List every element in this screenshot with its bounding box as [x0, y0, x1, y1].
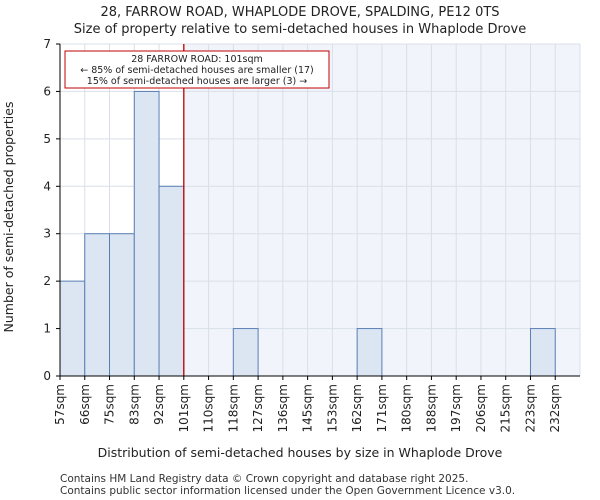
x-tick-label-232sqm: 232sqm [548, 384, 562, 432]
y-tick-label-5: 5 [43, 132, 51, 146]
y-tick-label-3: 3 [43, 227, 51, 241]
annotation-line-2: ← 85% of semi-detached houses are smalle… [80, 65, 314, 76]
bar-162sqm [356, 328, 383, 377]
annotation-line-1: 28 FARROW ROAD: 101sqm [131, 54, 263, 65]
bar-118sqm [232, 328, 259, 377]
x-tick-label-118sqm: 118sqm [226, 384, 240, 432]
y-tick-label-2: 2 [43, 274, 51, 288]
bar-92sqm [158, 185, 185, 377]
x-tick-label-215sqm: 215sqm [499, 384, 513, 432]
y-tick-label-7: 7 [43, 37, 51, 51]
chart-subtitle: Size of property relative to semi-detach… [74, 22, 527, 37]
x-tick-label-57sqm: 57sqm [53, 384, 67, 425]
footer-line-1: Contains HM Land Registry data © Crown c… [60, 473, 468, 485]
x-tick-label-101sqm: 101sqm [177, 384, 191, 432]
x-tick-label-66sqm: 66sqm [78, 384, 92, 425]
x-tick-label-171sqm: 171sqm [375, 384, 389, 432]
chart-title: 28, FARROW ROAD, WHAPLODE DROVE, SPALDIN… [100, 5, 499, 20]
x-tick-label-136sqm: 136sqm [276, 384, 290, 432]
bar-57sqm [59, 280, 86, 377]
x-tick-label-223sqm: 223sqm [523, 384, 537, 432]
bar-75sqm [109, 233, 135, 377]
x-tick-label-206sqm: 206sqm [474, 384, 488, 432]
x-tick-label-180sqm: 180sqm [400, 384, 414, 432]
y-axis-label: Number of semi-detached properties [1, 102, 16, 333]
footer-line-2: Contains public sector information licen… [60, 485, 515, 497]
x-tick-label-145sqm: 145sqm [301, 384, 315, 432]
x-tick-label-110sqm: 110sqm [202, 384, 216, 432]
bar-223sqm [529, 328, 556, 377]
x-tick-label-92sqm: 92sqm [152, 384, 166, 425]
x-tick-label-188sqm: 188sqm [424, 384, 438, 432]
y-tick-label-6: 6 [43, 84, 51, 98]
annotation-line-3: 15% of semi-detached houses are larger (… [87, 76, 307, 87]
annotation-box: 28 FARROW ROAD: 101sqm ← 85% of semi-det… [64, 50, 330, 89]
annotation-frame [64, 50, 330, 89]
x-tick-label-75sqm: 75sqm [103, 384, 117, 425]
x-tick-label-83sqm: 83sqm [127, 384, 141, 425]
x-tick-label-197sqm: 197sqm [449, 384, 463, 432]
y-tick-label-4: 4 [43, 179, 51, 193]
x-tick-label-162sqm: 162sqm [350, 384, 364, 432]
x-tick-label-127sqm: 127sqm [251, 384, 265, 432]
bar-83sqm [133, 90, 160, 377]
plot-area: 0 1 2 3 4 5 6 7 57sqm 66sqm 75sqm 83sqm 92sqm 101sqm 1… [43, 37, 581, 432]
bar-66sqm [84, 233, 111, 377]
y-tick-label-1: 1 [43, 322, 51, 336]
y-tick-label-0: 0 [43, 369, 51, 383]
x-tick-label-153sqm: 153sqm [325, 384, 339, 432]
x-axis-label: Distribution of semi-detached houses by … [98, 445, 503, 460]
